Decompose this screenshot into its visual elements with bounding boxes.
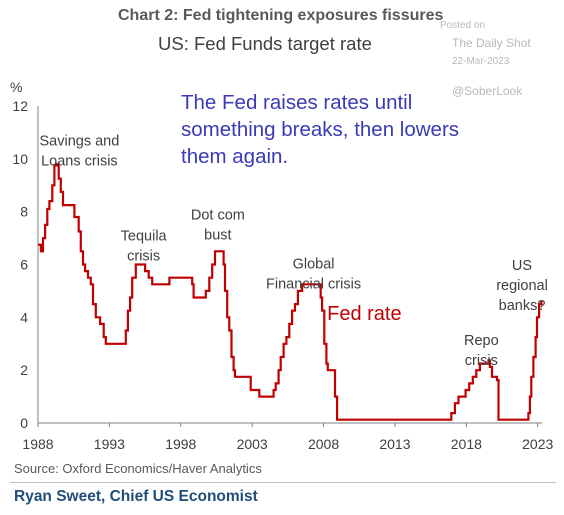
event-annotation: Global Financial crisis	[266, 256, 361, 292]
fed-rate-chart: % 0 2 4 6 8 10 12 1988 1993 1998 2003 2008 2013 2018 2…	[10, 79, 553, 452]
x-tick-label: 2018	[451, 436, 482, 452]
x-tick-label: 2023	[522, 436, 553, 452]
event-annotations: Savings and Loans crisis Tequila crisis Dot …	[39, 134, 547, 369]
footer-divider	[10, 482, 556, 483]
y-tick-label: 0	[20, 415, 28, 431]
x-tick-label: 1988	[22, 436, 53, 452]
source-note: Source: Oxford Economics/Haver Analytics	[14, 461, 262, 476]
y-tick-label: 10	[12, 151, 28, 167]
event-annotation: Dot com bust	[191, 208, 245, 244]
y-tick-label: 8	[20, 204, 28, 220]
y-tick-label: 2	[20, 362, 28, 378]
x-tick-label: 2008	[308, 436, 339, 452]
plot-area: Fed rate	[38, 163, 543, 421]
watermark-handle: @SoberLook	[452, 84, 523, 98]
x-tick-label: 1998	[165, 436, 196, 452]
x-tick-label: 2003	[237, 436, 268, 452]
x-axis: 1988 1993 1998 2003 2008 2013 2018 2023	[22, 422, 553, 452]
main-annotation: The Fed raises rates until something bre…	[181, 91, 460, 168]
author-byline: Ryan Sweet, Chief US Economist	[14, 488, 258, 505]
event-annotation: Tequila crisis	[121, 229, 168, 265]
event-annotation: Repo crisis	[464, 333, 499, 369]
watermark-posted-on: Posted on	[440, 20, 486, 31]
watermark-date: 22-Mar-2023	[452, 56, 510, 67]
x-tick-label: 1993	[94, 436, 125, 452]
event-annotation: US regional banks?	[496, 258, 548, 314]
y-tick-label: 6	[20, 257, 28, 273]
chart-subtitle: US: Fed Funds target rate	[158, 33, 372, 54]
chart-title: Chart 2: Fed tightening exposures fissur…	[118, 7, 444, 24]
watermark-site: The Daily Shot	[452, 36, 531, 50]
y-tick-label: 4	[20, 309, 28, 325]
y-axis-unit-label: %	[10, 79, 22, 95]
series-label-fed-rate: Fed rate	[327, 303, 401, 325]
event-annotation: Savings and Loans crisis	[39, 134, 119, 170]
y-axis: % 0 2 4 6 8 10 12	[10, 79, 39, 431]
x-tick-label: 2013	[379, 436, 410, 452]
y-tick-label: 12	[12, 98, 28, 114]
fed-rate-line	[38, 163, 543, 421]
